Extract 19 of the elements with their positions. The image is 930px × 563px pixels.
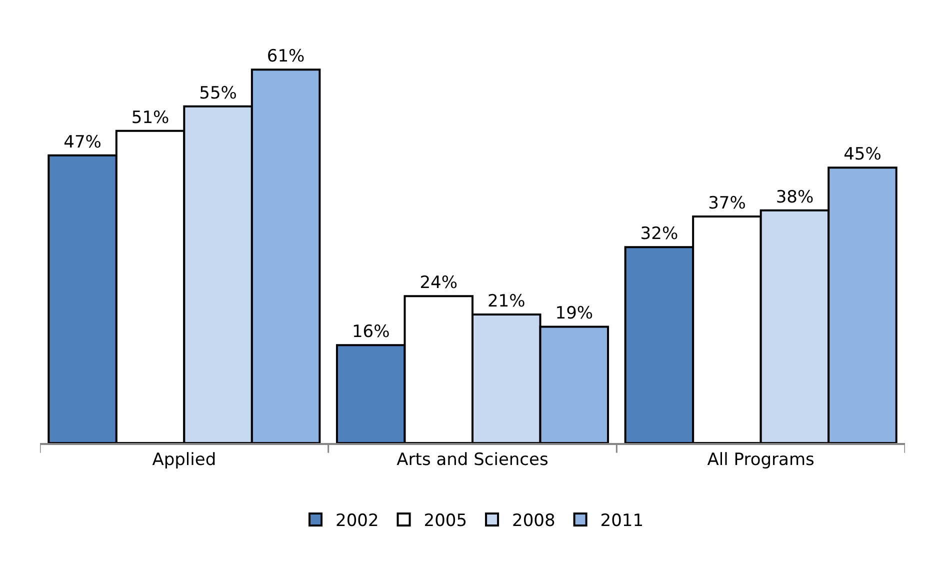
data-label: 32%: [640, 224, 678, 244]
x-tick-label: Arts and Sciences: [396, 450, 548, 470]
x-tick-label: All Programs: [707, 450, 814, 470]
data-label: 38%: [776, 187, 814, 208]
legend-label: 2011: [600, 511, 644, 532]
data-label: 19%: [555, 304, 594, 324]
data-label: 16%: [352, 322, 390, 342]
data-label: 55%: [199, 83, 237, 104]
data-label: 24%: [420, 273, 458, 294]
data-label: 37%: [708, 194, 746, 214]
data-label: 51%: [131, 108, 170, 128]
legend-label: 2002: [336, 511, 379, 532]
data-label: 61%: [266, 46, 305, 67]
legend-label: 2005: [424, 511, 468, 532]
legend-label: 2008: [512, 511, 556, 532]
data-label: 45%: [844, 144, 882, 165]
data-label: 47%: [64, 132, 102, 152]
x-tick-label: Applied: [152, 450, 216, 470]
data-label: 21%: [487, 291, 526, 312]
